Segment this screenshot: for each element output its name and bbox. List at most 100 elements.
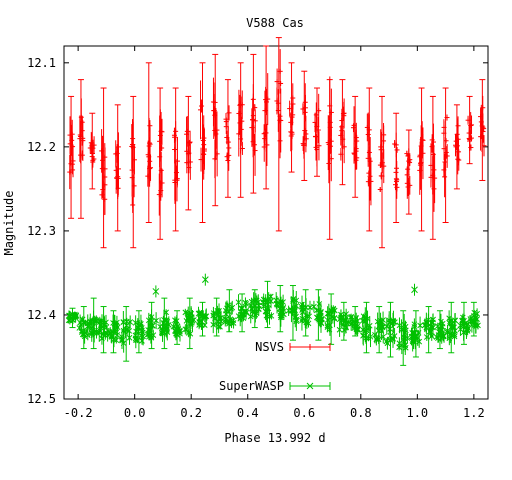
superwasp-point bbox=[360, 332, 366, 339]
superwasp-point bbox=[252, 311, 259, 318]
superwasp-point bbox=[66, 312, 72, 319]
superwasp-point bbox=[290, 298, 296, 304]
superwasp-point bbox=[132, 332, 139, 339]
superwasp-point bbox=[446, 315, 452, 322]
superwasp-point bbox=[81, 331, 87, 338]
superwasp-point bbox=[146, 330, 153, 337]
superwasp-point bbox=[451, 331, 458, 338]
superwasp-point bbox=[447, 318, 453, 325]
superwasp-point bbox=[444, 329, 451, 336]
superwasp-point bbox=[239, 305, 245, 312]
superwasp-point bbox=[225, 302, 231, 309]
superwasp-point bbox=[111, 336, 117, 343]
superwasp-point bbox=[414, 334, 421, 341]
superwasp-point bbox=[78, 322, 85, 328]
superwasp-point bbox=[235, 299, 242, 306]
superwasp-point bbox=[457, 326, 464, 333]
superwasp-point bbox=[126, 334, 133, 341]
superwasp-point bbox=[452, 327, 458, 334]
x-axis-label: Phase 13.992 d bbox=[224, 431, 325, 445]
superwasp-point bbox=[263, 312, 270, 319]
superwasp-point bbox=[421, 322, 428, 329]
superwasp-outlier bbox=[411, 286, 418, 294]
superwasp-point bbox=[247, 303, 254, 309]
superwasp-point bbox=[386, 319, 393, 326]
superwasp-point bbox=[215, 323, 222, 330]
superwasp-point bbox=[402, 327, 409, 334]
superwasp-point bbox=[434, 323, 441, 329]
superwasp-point bbox=[163, 317, 170, 324]
superwasp-point bbox=[230, 320, 237, 326]
superwasp-point bbox=[475, 322, 481, 329]
superwasp-point bbox=[215, 309, 221, 316]
superwasp-point bbox=[345, 319, 352, 326]
superwasp-point bbox=[451, 324, 457, 331]
y-axis-label: Magnitude bbox=[2, 190, 16, 255]
superwasp-point bbox=[383, 323, 390, 330]
superwasp-point bbox=[182, 309, 189, 316]
superwasp-outlier bbox=[152, 288, 160, 295]
superwasp-point bbox=[314, 307, 320, 314]
y-tick-label: 12.1 bbox=[27, 56, 56, 70]
superwasp-point bbox=[138, 332, 144, 339]
superwasp-point bbox=[353, 322, 359, 329]
superwasp-point bbox=[410, 333, 417, 339]
superwasp-point bbox=[160, 328, 167, 335]
superwasp-point bbox=[340, 317, 347, 324]
superwasp-point bbox=[439, 320, 446, 327]
superwasp-point bbox=[273, 300, 280, 307]
superwasp-point bbox=[398, 326, 405, 333]
superwasp-point bbox=[303, 304, 309, 311]
superwasp-point bbox=[241, 311, 247, 318]
superwasp-point bbox=[396, 340, 403, 347]
superwasp-point bbox=[402, 344, 409, 351]
legend-label-superwasp: SuperWASP bbox=[219, 379, 284, 393]
superwasp-point bbox=[439, 331, 445, 338]
legend: NSVS SuperWASP bbox=[219, 340, 331, 393]
chart-title: V588 Cas bbox=[246, 16, 304, 30]
superwasp-point bbox=[354, 325, 361, 332]
superwasp-point bbox=[417, 322, 423, 329]
superwasp-point bbox=[243, 301, 250, 307]
superwasp-point bbox=[278, 299, 284, 306]
superwasp-point bbox=[173, 321, 180, 328]
x-tick-label: -0.2 bbox=[64, 406, 93, 420]
superwasp-point bbox=[293, 313, 299, 320]
superwasp-point bbox=[404, 335, 411, 341]
superwasp-point bbox=[163, 309, 169, 316]
y-tick-label: 12.3 bbox=[27, 224, 56, 238]
axis-ticks: -0.2 0.0 0.2 0.4 0.6 0.8 1.0 1.2 12.1 12.2 12.3 12.… bbox=[27, 46, 488, 420]
superwasp-point bbox=[396, 344, 402, 351]
x-tick-label: 1.2 bbox=[463, 406, 485, 420]
superwasp-point bbox=[316, 301, 323, 307]
superwasp-point bbox=[460, 321, 467, 328]
superwasp-point bbox=[387, 326, 393, 332]
superwasp-point bbox=[336, 326, 343, 333]
superwasp-point bbox=[331, 315, 338, 321]
superwasp-point bbox=[255, 306, 262, 313]
superwasp-point bbox=[173, 330, 179, 337]
superwasp-point bbox=[165, 322, 172, 328]
superwasp-point bbox=[318, 320, 325, 327]
superwasp-point bbox=[120, 327, 127, 334]
series-superwasp bbox=[65, 273, 481, 366]
superwasp-point bbox=[159, 330, 166, 337]
legend-label-nsvs: NSVS bbox=[255, 340, 284, 354]
superwasp-point bbox=[147, 323, 154, 329]
legend-marker-superwasp bbox=[306, 382, 314, 390]
superwasp-point bbox=[195, 310, 202, 317]
superwasp-point bbox=[411, 329, 418, 336]
superwasp-point bbox=[176, 327, 183, 334]
superwasp-point bbox=[191, 317, 197, 323]
superwasp-point bbox=[448, 323, 455, 330]
superwasp-point bbox=[364, 315, 371, 322]
superwasp-point bbox=[433, 334, 440, 340]
x-tick-label: 0.6 bbox=[293, 406, 315, 420]
superwasp-outlier bbox=[201, 276, 209, 284]
superwasp-point bbox=[247, 313, 254, 320]
superwasp-point bbox=[423, 334, 430, 340]
superwasp-point bbox=[299, 305, 306, 312]
plot-frame bbox=[63, 45, 489, 400]
superwasp-point bbox=[210, 321, 217, 328]
